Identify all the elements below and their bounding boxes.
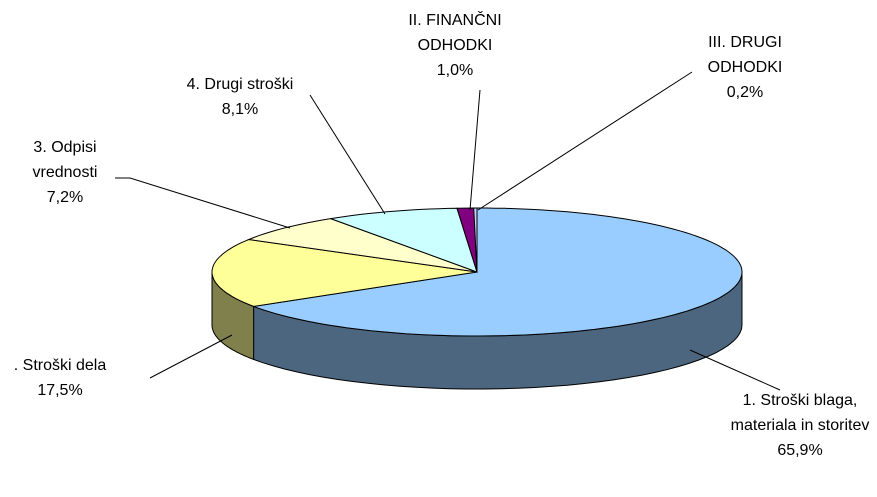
leader-line xyxy=(477,71,693,211)
leader-line xyxy=(469,89,481,211)
pie-slice xyxy=(246,218,478,273)
leader-line xyxy=(309,94,386,215)
leader-line xyxy=(115,177,291,229)
category-name: 3. Odpisi vrednosti xyxy=(32,139,98,181)
slice-label: . Stroški dela 17,5% xyxy=(0,353,140,403)
category-name: 1. Stroški blaga, materiala in storitev xyxy=(730,392,870,434)
category-name: . Stroški dela xyxy=(13,357,107,374)
pie-slice xyxy=(211,238,478,307)
pie-slice xyxy=(473,207,478,273)
value-label: 7,2% xyxy=(46,189,84,206)
leader-line xyxy=(149,334,233,379)
value-label: 0,2% xyxy=(726,84,764,101)
value-label: 1,0% xyxy=(436,62,474,79)
pie-slice xyxy=(251,207,743,337)
slice-label: III. DRUGI ODHODKI 0,2% xyxy=(690,30,800,105)
value-label: 8,1% xyxy=(221,101,259,118)
slice-label: 3. Odpisi vrednosti 7,2% xyxy=(15,135,115,210)
pie-slice xyxy=(330,207,478,273)
category-name: III. DRUGI ODHODKI xyxy=(707,34,783,76)
slice-label: 4. Drugi stroški 8,1% xyxy=(160,72,320,122)
category-name: II. FINANČNI ODHODKI xyxy=(408,12,502,54)
slice-label: II. FINANČNI ODHODKI 1,0% xyxy=(400,8,510,83)
value-label: 65,9% xyxy=(777,442,823,459)
value-label: 17,5% xyxy=(37,382,83,399)
leader-line xyxy=(689,349,781,391)
slice-label: 1. Stroški blaga, materiala in storitev 6… xyxy=(725,388,875,463)
category-name: 4. Drugi stroški xyxy=(186,76,294,93)
